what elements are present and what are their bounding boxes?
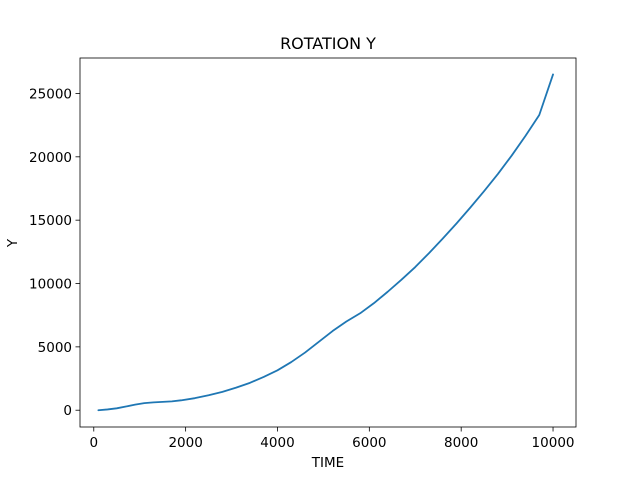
x-tick-label: 4000	[260, 435, 294, 451]
y-axis-label: Y	[5, 238, 21, 248]
y-tick-label: 5000	[38, 340, 72, 356]
x-tick-label: 0	[89, 435, 98, 451]
y-axis-ticks: 0 5000 10000 15000 20000 25000	[29, 86, 80, 419]
series-line-0	[97, 73, 554, 412]
y-tick-label: 15000	[29, 213, 72, 229]
x-tick-label: 6000	[352, 435, 386, 451]
y-tick-label: 20000	[29, 150, 72, 166]
series-layer	[97, 73, 554, 412]
x-axis-ticks: 0 2000 4000 6000 8000 10000	[89, 427, 575, 451]
y-tick-label: 25000	[29, 86, 72, 102]
y-tick-label: 0	[63, 403, 72, 419]
plot-area-frame	[79, 57, 577, 428]
chart-title: ROTATION Y	[280, 34, 376, 53]
x-tick-label: 2000	[168, 435, 202, 451]
x-tick-label: 10000	[532, 435, 575, 451]
x-tick-label: 8000	[444, 435, 478, 451]
x-axis-label: TIME	[311, 455, 344, 471]
y-tick-label: 10000	[29, 277, 72, 293]
